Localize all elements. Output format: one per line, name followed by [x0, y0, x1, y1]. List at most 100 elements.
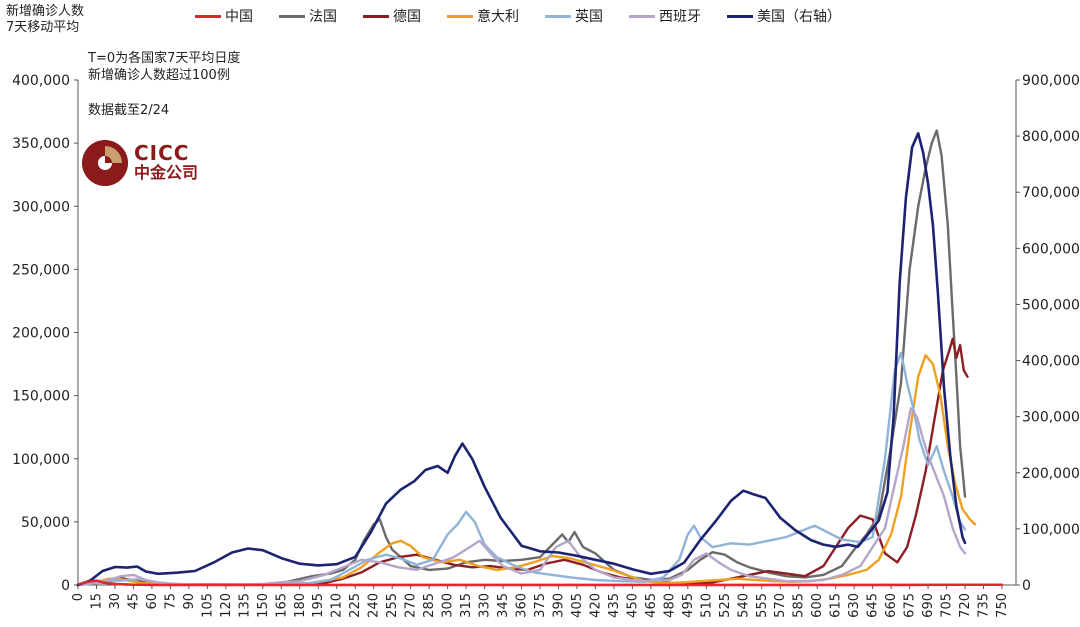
chart-note: T=0为各国家7天平均日度 新增确诊人数超过100例 数据截至2/24 [88, 50, 240, 119]
legend-swatch [279, 14, 305, 18]
y-left-tick-label: 100,000 [12, 452, 70, 468]
y-right-tick-label: 0 [1022, 578, 1031, 594]
x-tick-label: 255 [385, 593, 400, 618]
x-tick-label: 225 [348, 593, 363, 618]
legend-item: 法国 [279, 6, 337, 26]
y-right-tick-label: 800,000 [1022, 129, 1080, 145]
x-tick-label: 180 [293, 593, 308, 618]
chart-legend: 中国 法国 德国 意大利 英国 西班牙 美国（右轴） [195, 6, 867, 26]
x-tick-label: 495 [681, 593, 696, 618]
cicc-logo-icon [82, 140, 128, 186]
y-right-tick-label: 600,000 [1022, 241, 1080, 257]
x-tick-label: 315 [459, 593, 474, 618]
x-tick-label: 630 [847, 593, 862, 618]
y-left-tick-label: 150,000 [12, 389, 70, 405]
y-right-tick-label: 400,000 [1022, 354, 1080, 370]
legend-swatch [447, 14, 473, 18]
chart-axes [74, 79, 1020, 589]
x-tick-label: 195 [311, 593, 326, 618]
x-tick-label: 270 [404, 593, 419, 618]
series-line-china-top [77, 579, 1002, 587]
x-tick-label: 360 [515, 593, 530, 618]
legend-item: 西班牙 [629, 6, 701, 26]
y-right-tick-label: 900,000 [1022, 73, 1080, 89]
y-left-title: 新增确诊人数 7天移动平均 [6, 4, 84, 36]
x-tick-label: 690 [921, 593, 936, 618]
x-tick-label: 390 [551, 593, 566, 618]
x-tick-label: 165 [274, 593, 289, 618]
x-tick-label: 405 [570, 593, 585, 618]
x-tick-label: 285 [422, 593, 437, 618]
legend-swatch [363, 14, 389, 18]
y-right-tick-label: 200,000 [1022, 466, 1080, 482]
cicc-logo: CICC 中金公司 [82, 140, 198, 186]
y-left-tick-label: 300,000 [12, 199, 70, 215]
y-right-tick-label: 100,000 [1022, 522, 1080, 538]
legend-label: 德国 [393, 9, 421, 25]
x-tick-label: 135 [237, 593, 252, 618]
legend-swatch [629, 14, 655, 18]
x-tick-label: 750 [995, 593, 1010, 618]
chart-lines [76, 129, 1004, 587]
x-tick-label: 675 [903, 593, 918, 618]
x-tick-label: 480 [662, 593, 677, 618]
x-tick-label: 45 [126, 593, 141, 610]
series-line-2 [76, 337, 969, 587]
x-tick-label: 465 [644, 593, 659, 618]
x-tick-label: 60 [145, 593, 160, 610]
x-tick-label: 330 [478, 593, 493, 618]
legend-label: 西班牙 [659, 9, 701, 25]
x-tick-label: 0 [71, 593, 86, 601]
legend-label: 英国 [575, 9, 603, 25]
legend-item: 中国 [195, 6, 253, 26]
x-tick-label: 585 [792, 593, 807, 618]
y-left-tick-label: 50,000 [21, 515, 70, 531]
y-right-tick-label: 700,000 [1022, 185, 1080, 201]
legend-item: 英国 [545, 6, 603, 26]
y-right-tick-label: 500,000 [1022, 297, 1080, 313]
x-tick-label: 555 [755, 593, 770, 618]
x-tick-label: 450 [625, 593, 640, 618]
x-tick-label: 540 [736, 593, 751, 618]
legend-label: 中国 [225, 9, 253, 25]
x-tick-label: 705 [940, 593, 955, 618]
x-tick-label: 435 [607, 593, 622, 618]
y-left-tick-label: 250,000 [12, 262, 70, 278]
x-tick-label: 150 [256, 593, 271, 618]
x-tick-label: 720 [958, 593, 973, 618]
x-tick-label: 210 [330, 593, 345, 618]
series-line-3 [76, 354, 977, 587]
legend-label: 意大利 [477, 9, 519, 25]
legend-item: 德国 [363, 6, 421, 26]
y-right-tick-labels: 0 100,000 200,000 300,000 400,000 500,000 600,… [1022, 73, 1080, 594]
y-right-tick-label: 300,000 [1022, 410, 1080, 426]
legend-swatch [727, 14, 753, 18]
y-left-title-line2: 7天移动平均 [6, 20, 80, 35]
y-left-tick-label: 200,000 [12, 326, 70, 342]
y-left-tick-label: 400,000 [12, 73, 70, 89]
note-line1: T=0为各国家7天平均日度 [88, 51, 241, 66]
legend-item: 意大利 [447, 6, 519, 26]
legend-item: 美国（右轴） [727, 6, 841, 26]
x-tick-label: 30 [108, 593, 123, 610]
x-tick-label: 345 [496, 593, 511, 618]
legend-label: 美国（右轴） [757, 9, 841, 25]
x-tick-label: 645 [866, 593, 881, 618]
x-tick-label: 570 [773, 593, 788, 618]
x-tick-label: 375 [533, 593, 548, 618]
x-tick-label: 15 [89, 593, 104, 610]
series-line-4 [76, 351, 967, 587]
note-line3: 数据截至2/24 [88, 103, 170, 118]
x-tick-labels: 0 15 30 45 60 75 90 105 120 135 150 165 180 195 210 225… [71, 593, 1010, 618]
cicc-logo-en: CICC [134, 141, 190, 165]
series-line-1 [76, 129, 967, 587]
cicc-logo-text: CICC 中金公司 [134, 143, 198, 183]
x-tick-label: 300 [441, 593, 456, 618]
x-tick-label: 75 [163, 593, 178, 610]
y-left-title-line1: 新增确诊人数 [6, 4, 85, 19]
x-tick-label: 240 [367, 593, 382, 618]
x-tick-label: 90 [182, 593, 197, 610]
series-line-6 [76, 132, 967, 587]
y-left-tick-label: 350,000 [12, 136, 70, 152]
x-tick-label: 120 [219, 593, 234, 618]
